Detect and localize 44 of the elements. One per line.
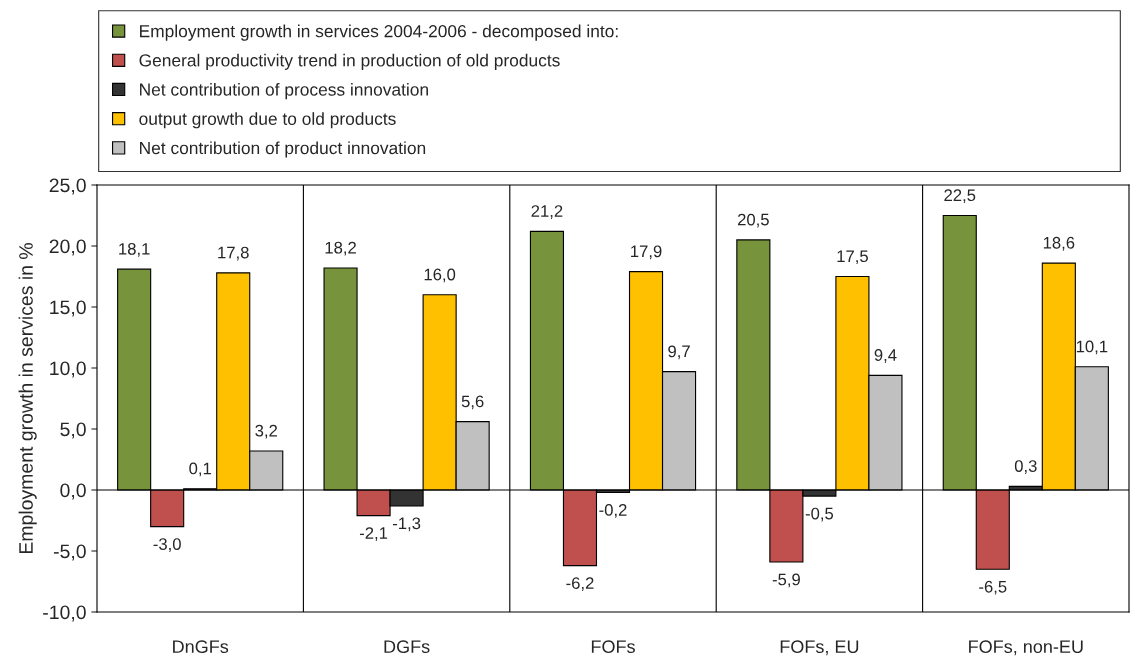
data-label: 9,7 — [668, 345, 690, 360]
data-label: 18,6 — [1043, 236, 1075, 251]
y-tick-label: 0,0 — [60, 483, 86, 500]
data-label: -3,0 — [153, 538, 181, 552]
legend-label: Employment growth in services 2004-2006 - decomposed into: — [140, 24, 618, 41]
data-label: 20,5 — [737, 213, 769, 228]
data-label: 16,0 — [424, 268, 456, 283]
data-label: 3,2 — [255, 424, 277, 439]
data-label: -0,2 — [599, 503, 627, 518]
legend-label: Net contribution of process innovation — [140, 82, 428, 100]
x-tick-label: FOFs, non-EU — [969, 640, 1083, 656]
data-label: -6,5 — [979, 580, 1007, 595]
x-tick-label: FOFs — [591, 640, 635, 654]
data-label: 0,1 — [189, 462, 211, 477]
y-tick-label: 5,0 — [60, 422, 86, 439]
data-label: 21,2 — [531, 205, 563, 219]
x-tick-label: DGFs — [384, 640, 430, 654]
data-label: -0,5 — [805, 507, 834, 522]
x-tick-label: FOFs, EU — [780, 640, 859, 656]
y-tick-label: 10,0 — [50, 361, 86, 378]
data-label: 18,2 — [325, 241, 356, 256]
legend-label: output growth due to old products — [139, 112, 396, 129]
y-axis-title: Employment growth in services in % — [18, 243, 37, 554]
data-label: 10,1 — [1076, 340, 1108, 355]
y-tick-label: -10,0 — [43, 605, 86, 622]
data-label: 17,9 — [631, 245, 662, 260]
data-label: 9,4 — [874, 349, 897, 363]
data-label: -5,9 — [772, 573, 800, 588]
data-label: 5,6 — [461, 395, 484, 410]
y-tick-label: -5,0 — [53, 544, 86, 561]
data-label: 0,3 — [1014, 460, 1037, 474]
data-label: 22,5 — [944, 189, 976, 204]
x-tick-label: DnGFs — [173, 640, 229, 654]
data-label: 18,1 — [119, 242, 150, 257]
data-label: -6,2 — [566, 577, 594, 591]
data-label: -2,1 — [359, 527, 388, 541]
data-label: 17,5 — [837, 250, 868, 265]
legend-label: Net contribution of product innovation — [140, 141, 426, 158]
data-label: 17,8 — [218, 246, 249, 261]
y-tick-label: 20,0 — [49, 239, 86, 256]
y-tick-label: 25,0 — [49, 178, 86, 195]
legend-label: General productivity trend in production of old products — [139, 53, 560, 70]
data-label: -1,3 — [392, 517, 421, 532]
y-tick-label: 15,0 — [50, 300, 86, 317]
